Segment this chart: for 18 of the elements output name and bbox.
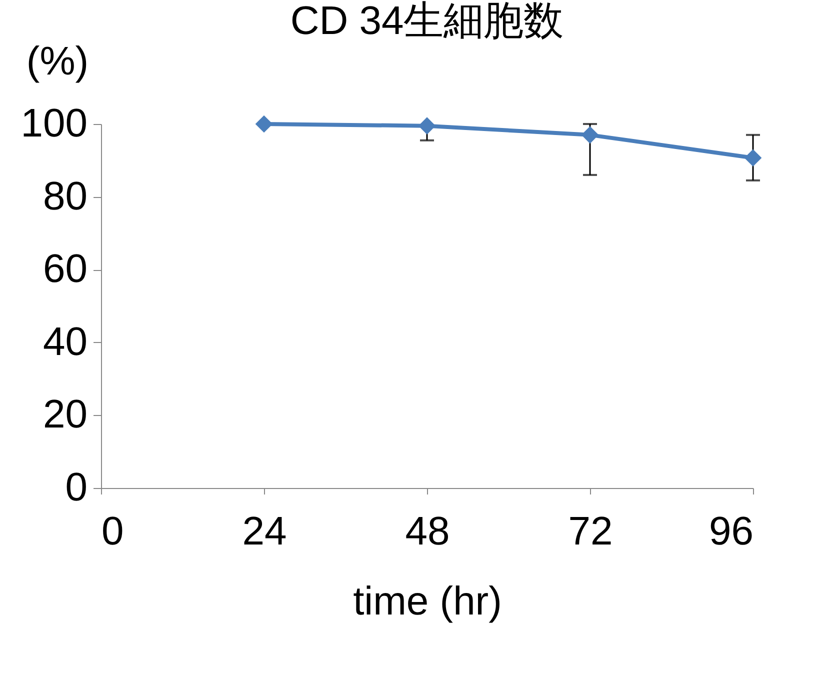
x-axis-title: time (hr) [353,580,502,624]
y-axis-title: (%) [26,40,89,84]
y-tick-label: 60 [43,247,88,292]
x-tick-label: 0 [102,510,124,554]
point [581,126,599,144]
x-tick-label: 96 [709,510,754,554]
point [418,117,436,134]
x-tick-label: 48 [405,510,450,554]
x-tick-label: 72 [568,510,613,554]
chart-title: CD 34生細胞数 [290,0,564,43]
point [744,149,762,167]
y-tick-label: 0 [65,466,88,510]
point [255,115,273,133]
y-tick-label: 100 [20,102,88,146]
y-tick-label: 80 [43,174,88,218]
y-tick-label: 20 [43,392,88,437]
y-tick-label: 40 [43,320,88,364]
x-tick-label: 24 [242,510,287,554]
